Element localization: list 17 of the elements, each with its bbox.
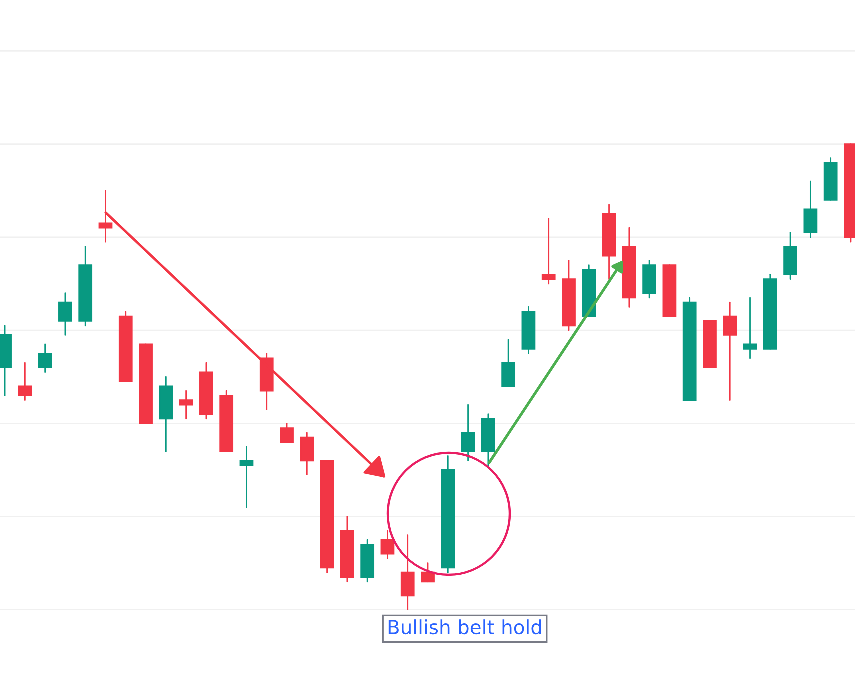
candlestick: [58, 292, 72, 336]
candlestick: [380, 530, 395, 560]
candlestick: [421, 562, 435, 583]
candlestick: [18, 362, 32, 402]
candlestick: [542, 218, 556, 285]
candlestick: [461, 404, 476, 462]
candlestick: [300, 432, 314, 476]
candlestick: [743, 297, 758, 360]
candlestick: [280, 422, 294, 443]
text: Bullish belt hold: [388, 620, 542, 635]
candlestick: [502, 339, 516, 388]
candlestick: [240, 446, 254, 508]
candlestick: [179, 390, 194, 420]
candlestick: [38, 344, 52, 374]
candlestick: [804, 180, 818, 238]
candlestick: [400, 534, 415, 611]
candlestick: [723, 302, 738, 402]
